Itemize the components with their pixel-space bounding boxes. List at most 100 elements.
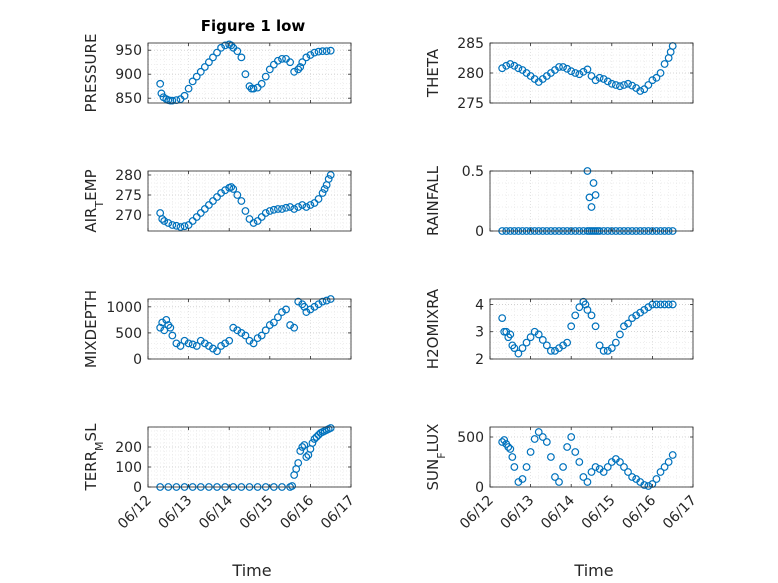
axes-box bbox=[147, 170, 352, 232]
data-point bbox=[200, 63, 209, 71]
data-point bbox=[314, 195, 323, 203]
data-point bbox=[587, 468, 596, 476]
data-point bbox=[526, 333, 535, 342]
data-point bbox=[237, 53, 246, 62]
y-tick-label: 285 bbox=[457, 36, 484, 52]
data-point bbox=[265, 65, 274, 74]
y-axis-label: H2OMIXRA bbox=[424, 288, 442, 369]
data-point bbox=[668, 300, 677, 309]
data-point bbox=[660, 463, 669, 471]
data-point bbox=[278, 54, 286, 63]
data-point bbox=[204, 342, 213, 350]
data-point bbox=[611, 81, 620, 89]
data-point bbox=[575, 458, 584, 466]
data-point bbox=[209, 53, 217, 62]
data-point bbox=[310, 435, 319, 443]
data-point bbox=[603, 77, 612, 86]
axes-box bbox=[147, 298, 352, 360]
data-point bbox=[664, 300, 673, 309]
data-point bbox=[660, 60, 669, 68]
data-point bbox=[510, 463, 519, 471]
data-point bbox=[498, 64, 507, 73]
y-tick-label: 900 bbox=[115, 67, 142, 83]
data-point bbox=[274, 205, 282, 213]
data-point bbox=[253, 217, 262, 225]
data-point bbox=[607, 344, 616, 352]
data-point bbox=[538, 336, 547, 344]
data-point bbox=[188, 217, 197, 225]
data-point bbox=[547, 346, 555, 355]
data-point bbox=[288, 482, 297, 490]
data-point bbox=[200, 205, 209, 213]
data-point bbox=[296, 447, 305, 455]
data-point bbox=[253, 334, 262, 343]
data-point bbox=[294, 203, 303, 211]
data-point bbox=[518, 344, 527, 352]
data-point bbox=[652, 475, 661, 483]
data-point bbox=[664, 458, 673, 466]
data-point bbox=[620, 463, 628, 471]
data-point bbox=[158, 215, 167, 223]
data-point bbox=[298, 201, 307, 209]
y-tick-label: 0.5 bbox=[462, 164, 484, 180]
y-tick-label: 2 bbox=[475, 352, 484, 368]
data-point bbox=[168, 96, 177, 105]
data-point bbox=[628, 473, 636, 481]
data-point bbox=[213, 193, 221, 201]
data-point bbox=[249, 219, 258, 227]
data-point bbox=[200, 339, 209, 348]
y-tick-label: 270 bbox=[115, 208, 142, 224]
data-point bbox=[204, 201, 213, 209]
data-point bbox=[644, 482, 653, 490]
data-point bbox=[616, 330, 624, 339]
data-point bbox=[506, 330, 515, 339]
data-point bbox=[579, 473, 588, 481]
axes-box bbox=[489, 170, 694, 232]
data-point bbox=[213, 347, 221, 356]
data-point bbox=[318, 189, 327, 197]
data-point bbox=[591, 191, 600, 199]
x-axis-label-right: Time bbox=[573, 561, 613, 580]
subplot-air_temp: 270 275 280 AIRTEMP bbox=[82, 168, 352, 233]
data-point bbox=[534, 428, 543, 436]
data-point bbox=[227, 41, 236, 50]
data-point bbox=[245, 336, 254, 345]
data-point bbox=[306, 51, 315, 59]
data-point bbox=[294, 297, 303, 306]
data-point bbox=[217, 342, 225, 350]
data-point bbox=[591, 76, 600, 85]
data-point bbox=[168, 221, 177, 229]
data-point bbox=[241, 207, 250, 215]
data-point bbox=[587, 72, 596, 80]
data-point bbox=[184, 84, 193, 93]
data-point bbox=[192, 213, 201, 221]
data-point bbox=[644, 81, 653, 89]
y-tick-label: 275 bbox=[457, 96, 484, 112]
data-point bbox=[217, 43, 225, 52]
data-point bbox=[526, 448, 535, 456]
data-point bbox=[160, 217, 169, 225]
data-point bbox=[302, 53, 311, 62]
data-point bbox=[571, 448, 580, 456]
data-point bbox=[302, 453, 311, 461]
data-point bbox=[624, 79, 632, 88]
data-point bbox=[180, 222, 189, 231]
data-point bbox=[500, 436, 509, 444]
data-point bbox=[204, 58, 213, 67]
data-point bbox=[660, 300, 669, 309]
data-point bbox=[318, 297, 327, 306]
data-point bbox=[294, 459, 303, 467]
data-point bbox=[628, 81, 636, 90]
data-point bbox=[583, 306, 592, 314]
data-point bbox=[257, 213, 266, 221]
y-tick-label: 850 bbox=[115, 91, 142, 107]
data-point bbox=[265, 207, 274, 215]
data-point bbox=[595, 73, 604, 82]
data-point bbox=[233, 191, 242, 199]
data-point bbox=[298, 443, 307, 451]
data-point bbox=[652, 300, 661, 309]
y-axis-label: PRESSURE bbox=[82, 34, 100, 113]
data-point bbox=[261, 72, 270, 81]
data-point bbox=[583, 478, 592, 486]
